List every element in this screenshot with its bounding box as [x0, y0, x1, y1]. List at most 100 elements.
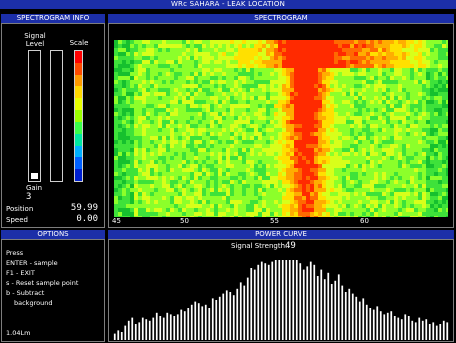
heatmap-cell — [178, 88, 182, 92]
heatmap-cell — [182, 96, 186, 100]
heatmap-cell — [262, 164, 266, 168]
heatmap-cell — [414, 172, 418, 176]
heatmap-cell — [402, 84, 406, 88]
heatmap-cell — [262, 40, 266, 44]
heatmap-cell — [178, 76, 182, 80]
heatmap-cell — [286, 80, 290, 84]
heatmap-cell — [334, 40, 338, 44]
heatmap-cell — [378, 172, 382, 176]
heatmap-cell — [146, 40, 150, 44]
heatmap-cell — [322, 208, 326, 212]
heatmap-cell — [350, 200, 354, 204]
heatmap-cell — [294, 184, 298, 188]
heatmap-cell — [362, 100, 366, 104]
heatmap-cell — [218, 44, 222, 48]
heatmap-cell — [182, 128, 186, 132]
heatmap-cell — [314, 112, 318, 116]
heatmap-cell — [174, 164, 178, 168]
heatmap-cell — [402, 116, 406, 120]
heatmap-cell — [198, 68, 202, 72]
heatmap-cell — [362, 64, 366, 68]
heatmap-cell — [430, 104, 434, 108]
heatmap-cell — [258, 124, 262, 128]
heatmap-cell — [234, 60, 238, 64]
heatmap-cell — [386, 156, 390, 160]
heatmap-cell — [422, 40, 426, 44]
heatmap-cell — [246, 72, 250, 76]
heatmap-cell — [338, 104, 342, 108]
heatmap-cell — [250, 136, 254, 140]
heatmap-cell — [446, 120, 448, 124]
heatmap-cell — [426, 160, 430, 164]
heatmap-cell — [198, 128, 202, 132]
heatmap-cell — [170, 200, 174, 204]
heatmap-cell — [186, 56, 190, 60]
heatmap-cell — [206, 76, 210, 80]
heatmap-cell — [302, 212, 306, 216]
heatmap-cell — [338, 52, 342, 56]
heatmap-cell — [310, 48, 314, 52]
heatmap-cell — [170, 148, 174, 152]
heatmap-cell — [150, 104, 154, 108]
heatmap-cell — [238, 68, 242, 72]
heatmap-cell — [134, 112, 138, 116]
heatmap-cell — [434, 200, 438, 204]
heatmap-cell — [226, 216, 230, 217]
heatmap-cell — [358, 204, 362, 208]
heatmap-cell — [414, 88, 418, 92]
heatmap-cell — [358, 108, 362, 112]
heatmap-cell — [154, 208, 158, 212]
heatmap-cell — [250, 200, 254, 204]
heatmap-cell — [386, 196, 390, 200]
heatmap-cell — [370, 44, 374, 48]
heatmap-cell — [118, 212, 122, 216]
heatmap-cell — [182, 160, 186, 164]
heatmap-cell — [322, 100, 326, 104]
heatmap-cell — [194, 164, 198, 168]
heatmap-cell — [234, 156, 238, 160]
heatmap-cell — [330, 60, 334, 64]
heatmap-cell — [250, 208, 254, 212]
heatmap-cell — [118, 120, 122, 124]
heatmap-cell — [294, 208, 298, 212]
heatmap-cell — [234, 108, 238, 112]
heatmap-cell — [130, 56, 134, 60]
heatmap-cell — [242, 60, 246, 64]
heatmap-cell — [226, 76, 230, 80]
heatmap-cell — [182, 200, 186, 204]
heatmap-cell — [170, 144, 174, 148]
heatmap-cell — [378, 100, 382, 104]
heatmap-cell — [226, 192, 230, 196]
heatmap-cell — [142, 60, 146, 64]
heatmap-cell — [274, 120, 278, 124]
heatmap-cell — [114, 200, 118, 204]
heatmap-cell — [286, 156, 290, 160]
heatmap-cell — [398, 216, 402, 217]
heatmap-cell — [326, 124, 330, 128]
position-label: Position — [6, 205, 34, 213]
heatmap-cell — [158, 196, 162, 200]
heatmap-cell — [238, 140, 242, 144]
heatmap-cell — [330, 64, 334, 68]
heatmap-cell — [234, 124, 238, 128]
heatmap-cell — [170, 80, 174, 84]
heatmap-cell — [166, 140, 170, 144]
heatmap-cell — [370, 152, 374, 156]
heatmap-cell — [286, 96, 290, 100]
heatmap-cell — [290, 148, 294, 152]
heatmap-cell — [230, 120, 234, 124]
heatmap-cell — [178, 148, 182, 152]
heatmap-cell — [174, 40, 178, 44]
heatmap-cell — [146, 128, 150, 132]
heatmap-cell — [234, 104, 238, 108]
heatmap-cell — [130, 144, 134, 148]
heatmap-cell — [354, 92, 358, 96]
heatmap-cell — [250, 112, 254, 116]
heatmap-cell — [338, 204, 342, 208]
heatmap-cell — [166, 144, 170, 148]
heatmap-cell — [198, 136, 202, 140]
heatmap-cell — [414, 140, 418, 144]
heatmap-cell — [298, 48, 302, 52]
heatmap-cell — [118, 104, 122, 108]
heatmap-cell — [250, 128, 254, 132]
